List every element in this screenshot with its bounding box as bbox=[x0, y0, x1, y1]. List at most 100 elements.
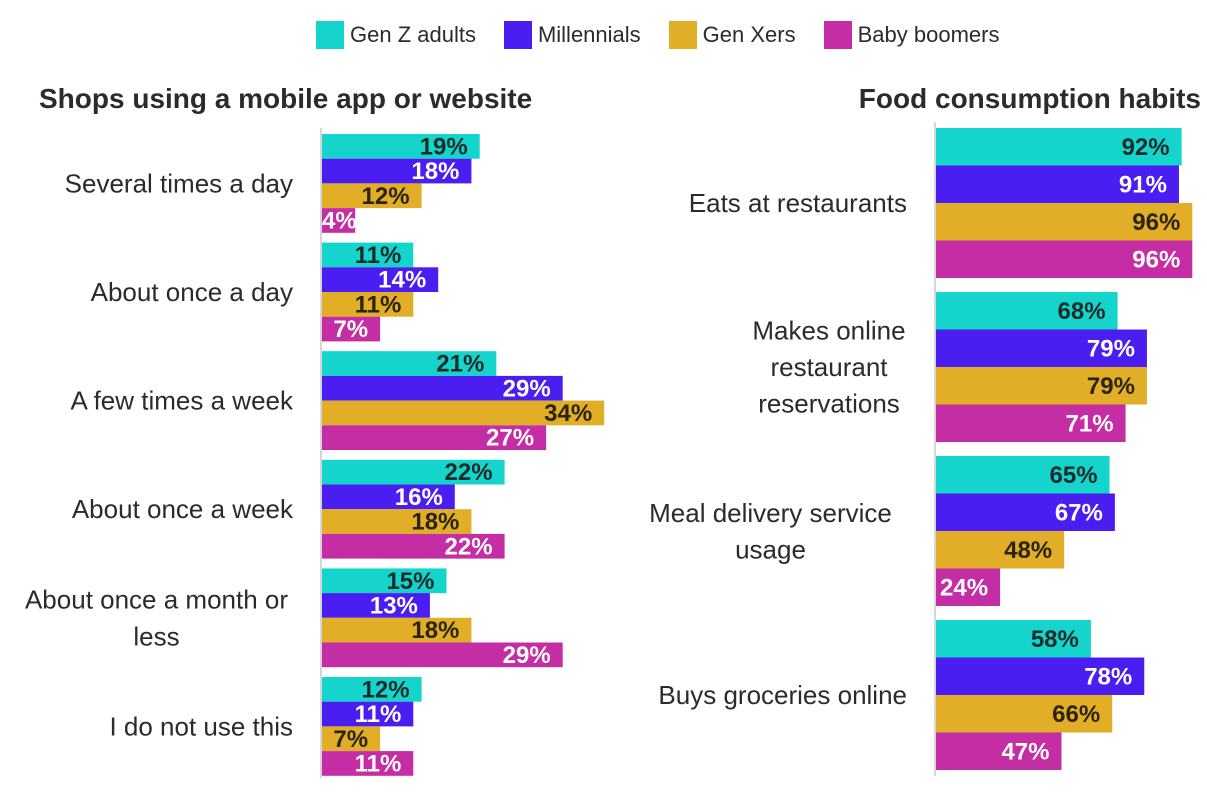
bar bbox=[936, 329, 1147, 367]
data-label: 11% bbox=[355, 750, 402, 777]
bar bbox=[936, 203, 1193, 241]
bar bbox=[322, 568, 447, 594]
bar bbox=[322, 642, 563, 668]
legend-label: Millennials bbox=[537, 22, 641, 47]
data-label: 58% bbox=[1031, 626, 1079, 653]
bar bbox=[322, 158, 472, 184]
data-label: 18% bbox=[411, 617, 459, 644]
bar bbox=[322, 292, 414, 317]
data-label: 29% bbox=[503, 642, 551, 669]
bar bbox=[936, 165, 1179, 203]
data-label: 27% bbox=[486, 425, 534, 452]
data-label: 48% bbox=[1004, 537, 1052, 564]
bar bbox=[322, 242, 414, 268]
data-label: 12% bbox=[362, 676, 410, 703]
data-label: 78% bbox=[1084, 663, 1132, 690]
legend-item: Gen Xers bbox=[668, 21, 796, 49]
panel-title: Food consumption habits bbox=[859, 83, 1201, 114]
category-label: I do not use this bbox=[109, 711, 293, 741]
data-label: 79% bbox=[1087, 335, 1135, 362]
bar bbox=[322, 726, 381, 752]
data-label: 22% bbox=[445, 459, 493, 486]
bar bbox=[322, 351, 497, 376]
data-label: 65% bbox=[1050, 462, 1098, 489]
data-label: 18% bbox=[411, 158, 459, 185]
bar bbox=[936, 568, 1001, 606]
data-label: 22% bbox=[445, 533, 493, 560]
data-label: 66% bbox=[1052, 701, 1100, 728]
data-label: 12% bbox=[362, 183, 410, 210]
legend-item: Gen Z adults bbox=[316, 21, 476, 49]
bar bbox=[936, 493, 1115, 531]
legend: Gen Z adults Millennials Gen Xers Baby boom… bbox=[316, 20, 1027, 50]
legend-swatch bbox=[823, 21, 852, 49]
category-label: Eats at restaurants bbox=[689, 188, 907, 218]
bar bbox=[322, 208, 356, 233]
category-label: Meal delivery service usage bbox=[649, 498, 892, 565]
panel-title: Shops using a mobile app or website bbox=[39, 83, 532, 114]
data-label: 13% bbox=[370, 592, 418, 619]
data-label: 47% bbox=[1001, 738, 1049, 765]
bar bbox=[322, 459, 505, 485]
bar bbox=[322, 425, 547, 450]
data-label: 79% bbox=[1087, 373, 1135, 400]
data-label: 92% bbox=[1122, 134, 1170, 161]
bar bbox=[936, 531, 1065, 569]
bar bbox=[322, 677, 422, 702]
data-label: 15% bbox=[386, 568, 434, 595]
data-label: 14% bbox=[378, 267, 426, 294]
data-label: 4% bbox=[322, 207, 357, 234]
category-label: Makes online restaurant reservations bbox=[752, 316, 905, 419]
bar bbox=[936, 404, 1126, 442]
data-label: 67% bbox=[1055, 499, 1103, 526]
legend-label: Gen Z adults bbox=[350, 22, 476, 47]
category-label: Buys groceries online bbox=[658, 680, 907, 710]
legend-swatch bbox=[668, 21, 697, 49]
bar bbox=[322, 316, 381, 342]
bar bbox=[322, 509, 472, 534]
bar bbox=[322, 617, 472, 643]
category-label: Several times a day bbox=[65, 168, 293, 198]
data-label: 7% bbox=[333, 316, 368, 343]
category-label: About once a week bbox=[72, 494, 294, 524]
bar bbox=[936, 367, 1147, 405]
bar bbox=[322, 533, 505, 559]
data-label: 7% bbox=[333, 726, 368, 753]
data-label: 11% bbox=[355, 242, 402, 269]
data-label: 21% bbox=[436, 351, 484, 378]
bar bbox=[322, 134, 480, 159]
legend-item: Baby boomers bbox=[823, 21, 1000, 49]
data-label: 11% bbox=[355, 701, 402, 728]
legend-swatch bbox=[316, 21, 344, 49]
data-label: 29% bbox=[503, 375, 551, 402]
bar bbox=[936, 292, 1118, 330]
category-label: A few times a week bbox=[70, 386, 294, 416]
data-label: 16% bbox=[395, 484, 443, 511]
bar bbox=[936, 732, 1062, 770]
bar bbox=[936, 657, 1145, 695]
bar bbox=[322, 183, 422, 209]
data-label: 91% bbox=[1119, 171, 1167, 198]
bar bbox=[936, 620, 1091, 658]
bar bbox=[322, 484, 455, 510]
legend-label: Gen Xers bbox=[702, 22, 796, 47]
category-label: About once a month or less bbox=[25, 584, 288, 651]
data-label: 96% bbox=[1132, 209, 1180, 236]
data-label: 11% bbox=[355, 291, 402, 318]
data-label: 19% bbox=[420, 133, 468, 160]
data-label: 34% bbox=[544, 400, 592, 427]
bar bbox=[936, 128, 1182, 166]
bar bbox=[936, 456, 1110, 494]
bar bbox=[322, 375, 563, 401]
bar bbox=[936, 695, 1113, 733]
legend-label: Baby boomers bbox=[857, 22, 1000, 47]
data-label: 71% bbox=[1066, 410, 1114, 437]
bar bbox=[322, 701, 414, 727]
bar bbox=[322, 593, 430, 618]
bar bbox=[322, 400, 605, 426]
category-label: About once a day bbox=[91, 277, 293, 307]
data-label: 96% bbox=[1132, 246, 1180, 273]
data-label: 24% bbox=[940, 574, 988, 601]
legend-item: Millennials bbox=[503, 21, 641, 49]
